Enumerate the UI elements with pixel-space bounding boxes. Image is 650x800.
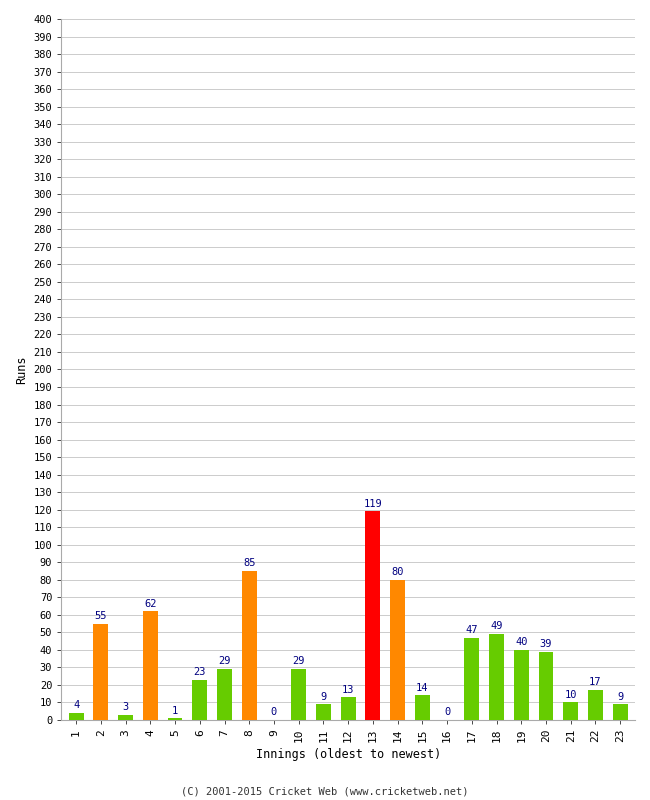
- Bar: [192, 680, 207, 720]
- Text: 62: 62: [144, 598, 157, 609]
- X-axis label: Innings (oldest to newest): Innings (oldest to newest): [255, 748, 441, 761]
- Bar: [489, 634, 504, 720]
- Bar: [415, 695, 430, 720]
- Bar: [291, 669, 306, 720]
- Bar: [316, 704, 331, 720]
- Text: 9: 9: [320, 691, 326, 702]
- Text: 119: 119: [363, 498, 382, 509]
- Text: (C) 2001-2015 Cricket Web (www.cricketweb.net): (C) 2001-2015 Cricket Web (www.cricketwe…: [181, 786, 469, 796]
- Bar: [168, 718, 183, 720]
- Bar: [365, 511, 380, 720]
- Text: 1: 1: [172, 706, 178, 715]
- Text: 14: 14: [416, 682, 428, 693]
- Text: 40: 40: [515, 637, 528, 647]
- Text: 0: 0: [271, 707, 277, 718]
- Bar: [564, 702, 578, 720]
- Text: 80: 80: [391, 567, 404, 577]
- Text: 49: 49: [490, 622, 503, 631]
- Text: 3: 3: [122, 702, 129, 712]
- Bar: [242, 571, 257, 720]
- Bar: [514, 650, 528, 720]
- Text: 17: 17: [589, 678, 602, 687]
- Bar: [143, 611, 158, 720]
- Text: 55: 55: [95, 611, 107, 621]
- Text: 0: 0: [444, 707, 450, 718]
- Bar: [341, 697, 356, 720]
- Bar: [390, 580, 405, 720]
- Y-axis label: Runs: Runs: [15, 355, 28, 384]
- Text: 13: 13: [342, 685, 354, 694]
- Text: 9: 9: [617, 691, 623, 702]
- Bar: [464, 638, 479, 720]
- Bar: [539, 651, 553, 720]
- Text: 4: 4: [73, 700, 79, 710]
- Text: 23: 23: [194, 667, 206, 677]
- Bar: [69, 713, 84, 720]
- Text: 85: 85: [243, 558, 255, 568]
- Text: 47: 47: [465, 625, 478, 635]
- Text: 29: 29: [292, 657, 305, 666]
- Bar: [217, 669, 232, 720]
- Bar: [118, 714, 133, 720]
- Bar: [94, 623, 109, 720]
- Text: 29: 29: [218, 657, 231, 666]
- Text: 39: 39: [540, 639, 552, 649]
- Bar: [588, 690, 603, 720]
- Bar: [613, 704, 628, 720]
- Text: 10: 10: [564, 690, 577, 700]
